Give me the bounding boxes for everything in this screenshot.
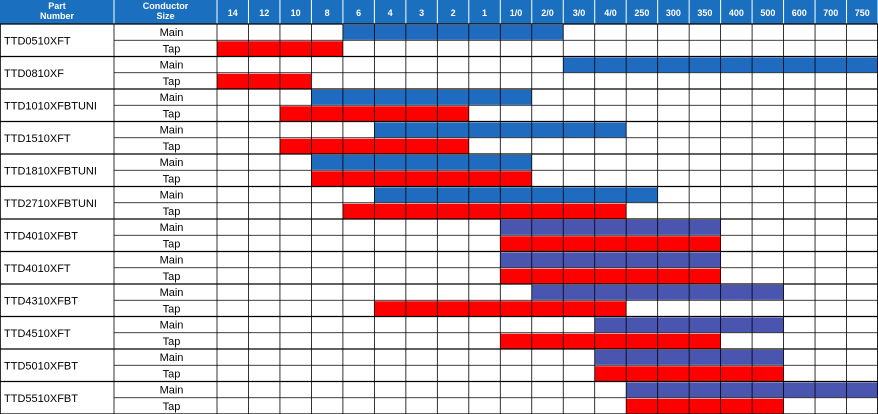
size-tick-250: 250 <box>634 8 649 18</box>
part-number-label: TTD2710XFBTUNI <box>4 198 97 210</box>
row-label-main: Main <box>160 352 184 364</box>
part-number-label: TTD0510XFT <box>4 35 71 47</box>
size-tick-3-0: 3/0 <box>573 8 586 18</box>
size-tick-400: 400 <box>729 8 744 18</box>
bar-main-TTD4010XFT <box>500 252 721 268</box>
part-number-label: TTD4010XFBT <box>4 230 78 242</box>
size-tick-350: 350 <box>697 8 712 18</box>
header-conductor-size-line-1: Size <box>156 11 174 21</box>
bar-main-TTD4010XFBT <box>500 220 721 235</box>
size-tick-600: 600 <box>792 8 807 18</box>
size-tick-2-0: 2/0 <box>541 8 554 18</box>
row-label-main: Main <box>160 190 184 202</box>
row-label-tap: Tap <box>163 368 181 380</box>
bar-tap-TTD2710XFBTUNI <box>342 203 627 219</box>
row-label-tap: Tap <box>163 336 181 348</box>
row-label-tap: Tap <box>163 173 181 185</box>
bar-tap-TTD4510XFT <box>500 333 721 349</box>
size-tick-4: 4 <box>388 8 393 18</box>
size-tick-4-0: 4/0 <box>604 8 617 18</box>
header-conductor-size-line-0: Conductor <box>143 1 189 11</box>
header-part-number-line-0: Part <box>48 1 66 11</box>
row-label-tap: Tap <box>163 206 181 218</box>
row-label-main: Main <box>160 92 184 104</box>
row-label-tap: Tap <box>163 401 181 413</box>
size-tick-750: 750 <box>855 8 870 18</box>
part-number-label: TTD4310XFBT <box>4 295 78 307</box>
bar-tap-TTD4010XFT <box>500 268 721 284</box>
bar-tap-TTD0810XF <box>217 73 312 89</box>
size-tick-14: 14 <box>228 8 238 18</box>
row-label-main: Main <box>160 255 184 267</box>
part-number-label: TTD0810XF <box>4 68 64 80</box>
part-number-label: TTD4510XFT <box>4 328 71 340</box>
row-label-tap: Tap <box>163 303 181 315</box>
row-label-main: Main <box>160 125 184 137</box>
size-tick-700: 700 <box>823 8 838 18</box>
bar-main-TTD1010XFBTUNI <box>311 90 532 105</box>
size-tick-500: 500 <box>760 8 775 18</box>
header-bar <box>0 0 878 24</box>
part-number-label: TTD4010XFT <box>4 263 71 275</box>
size-tick-1-0: 1/0 <box>510 8 523 18</box>
row-label-main: Main <box>160 287 184 299</box>
row-label-tap: Tap <box>163 108 181 120</box>
bar-tap-TTD1810XFBTUNI <box>311 171 532 186</box>
part-number-label: TTD5010XFBT <box>4 360 78 372</box>
size-tick-2: 2 <box>451 8 456 18</box>
row-label-main: Main <box>160 385 184 397</box>
size-tick-300: 300 <box>666 8 681 18</box>
bar-main-TTD0510XFT <box>342 25 564 40</box>
row-label-tap: Tap <box>163 271 181 283</box>
row-label-tap: Tap <box>163 43 181 55</box>
row-label-main: Main <box>160 27 184 39</box>
row-label-main: Main <box>160 222 184 234</box>
row-label-tap: Tap <box>163 141 181 153</box>
size-tick-10: 10 <box>291 8 301 18</box>
header-part-number-line-1: Number <box>40 11 75 21</box>
part-number-label: TTD1010XFBTUNI <box>4 100 97 112</box>
size-tick-12: 12 <box>259 8 269 18</box>
row-label-main: Main <box>160 157 184 169</box>
size-tick-3: 3 <box>419 8 424 18</box>
size-tick-6: 6 <box>356 8 361 18</box>
bar-tap-TTD4010XFBT <box>500 236 721 251</box>
part-number-label: TTD1810XFBTUNI <box>4 165 97 177</box>
part-number-label: TTD5510XFBT <box>4 393 78 405</box>
row-label-tap: Tap <box>163 238 181 250</box>
bar-main-TTD2710XFBTUNI <box>374 187 658 203</box>
row-label-tap: Tap <box>163 76 181 88</box>
bar-main-TTD1810XFBTUNI <box>311 155 532 170</box>
size-tick-8: 8 <box>325 8 330 18</box>
bar-tap-TTD5510XFBT <box>626 398 784 414</box>
part-number-label: TTD1510XFT <box>4 133 71 145</box>
row-label-main: Main <box>160 320 184 332</box>
size-tick-1: 1 <box>482 8 487 18</box>
row-label-main: Main <box>160 60 184 72</box>
